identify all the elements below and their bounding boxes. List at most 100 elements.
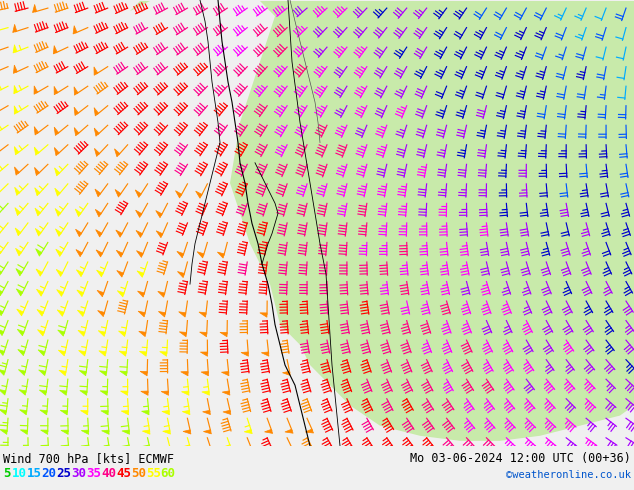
Polygon shape [158, 292, 165, 297]
Polygon shape [181, 391, 189, 395]
Polygon shape [19, 390, 26, 395]
Polygon shape [224, 449, 233, 453]
Polygon shape [0, 369, 5, 375]
Polygon shape [94, 108, 99, 116]
Polygon shape [158, 312, 165, 317]
Polygon shape [15, 228, 21, 236]
Text: 5: 5 [3, 467, 11, 480]
Polygon shape [37, 310, 44, 316]
Polygon shape [197, 252, 204, 258]
Polygon shape [60, 410, 67, 415]
Polygon shape [101, 430, 109, 434]
Polygon shape [138, 311, 145, 317]
Polygon shape [57, 310, 64, 317]
Polygon shape [74, 107, 79, 116]
Polygon shape [217, 252, 224, 258]
Polygon shape [200, 332, 207, 337]
Polygon shape [141, 391, 148, 395]
Polygon shape [55, 168, 60, 176]
Polygon shape [176, 191, 182, 198]
Polygon shape [96, 270, 103, 277]
Polygon shape [184, 449, 192, 453]
Polygon shape [79, 350, 86, 356]
Polygon shape [200, 352, 207, 356]
Polygon shape [99, 351, 106, 356]
Polygon shape [56, 270, 63, 276]
Polygon shape [56, 290, 63, 296]
Polygon shape [39, 370, 46, 375]
Polygon shape [95, 209, 101, 217]
Polygon shape [94, 128, 99, 136]
Polygon shape [241, 352, 249, 356]
Polygon shape [34, 168, 39, 175]
Polygon shape [0, 248, 1, 256]
Polygon shape [61, 450, 69, 454]
Polygon shape [53, 46, 57, 54]
Polygon shape [55, 229, 61, 236]
Polygon shape [161, 391, 169, 395]
Polygon shape [16, 269, 22, 276]
Polygon shape [58, 330, 65, 336]
Polygon shape [81, 430, 89, 435]
Polygon shape [81, 411, 87, 415]
Polygon shape [40, 410, 47, 415]
Polygon shape [244, 430, 252, 434]
Polygon shape [156, 231, 163, 238]
Polygon shape [202, 391, 209, 395]
Polygon shape [156, 211, 162, 218]
Polygon shape [0, 309, 3, 316]
Polygon shape [0, 390, 6, 395]
Polygon shape [139, 331, 146, 337]
Polygon shape [98, 311, 105, 317]
Polygon shape [39, 390, 46, 395]
Text: 40: 40 [101, 467, 116, 480]
Polygon shape [35, 208, 41, 216]
Polygon shape [77, 290, 84, 296]
Text: Wind 700 hPa [kts] ECMWF: Wind 700 hPa [kts] ECMWF [3, 452, 174, 465]
Polygon shape [76, 270, 83, 277]
Polygon shape [96, 250, 103, 257]
Polygon shape [119, 351, 126, 356]
Text: 20: 20 [41, 467, 56, 480]
Polygon shape [94, 67, 98, 75]
Polygon shape [59, 370, 66, 376]
Polygon shape [141, 411, 149, 415]
Polygon shape [17, 329, 24, 336]
Polygon shape [94, 148, 100, 156]
Polygon shape [121, 411, 129, 415]
Polygon shape [1, 449, 8, 454]
Polygon shape [21, 450, 29, 454]
Polygon shape [96, 230, 102, 237]
Polygon shape [245, 449, 253, 453]
Polygon shape [0, 349, 4, 356]
Polygon shape [117, 291, 124, 297]
Polygon shape [222, 391, 230, 395]
Text: 30: 30 [71, 467, 86, 480]
Polygon shape [0, 430, 7, 435]
Text: 60: 60 [160, 467, 176, 480]
Text: ©weatheronline.co.uk: ©weatheronline.co.uk [506, 470, 631, 480]
Polygon shape [15, 187, 20, 196]
Polygon shape [15, 167, 19, 175]
Polygon shape [139, 351, 146, 356]
Polygon shape [102, 449, 110, 454]
Polygon shape [80, 391, 87, 395]
Polygon shape [13, 24, 16, 32]
Polygon shape [123, 449, 131, 454]
Polygon shape [20, 430, 27, 435]
Polygon shape [15, 248, 22, 256]
Polygon shape [95, 189, 101, 197]
Polygon shape [36, 228, 41, 236]
Text: 50: 50 [131, 467, 146, 480]
Polygon shape [260, 313, 267, 317]
Polygon shape [164, 449, 171, 453]
Polygon shape [34, 147, 39, 155]
Polygon shape [0, 289, 3, 296]
Text: 35: 35 [86, 467, 101, 480]
Polygon shape [74, 87, 78, 95]
Polygon shape [98, 331, 105, 337]
Polygon shape [74, 127, 79, 136]
Polygon shape [264, 429, 273, 434]
Polygon shape [14, 85, 18, 94]
Polygon shape [122, 430, 129, 434]
